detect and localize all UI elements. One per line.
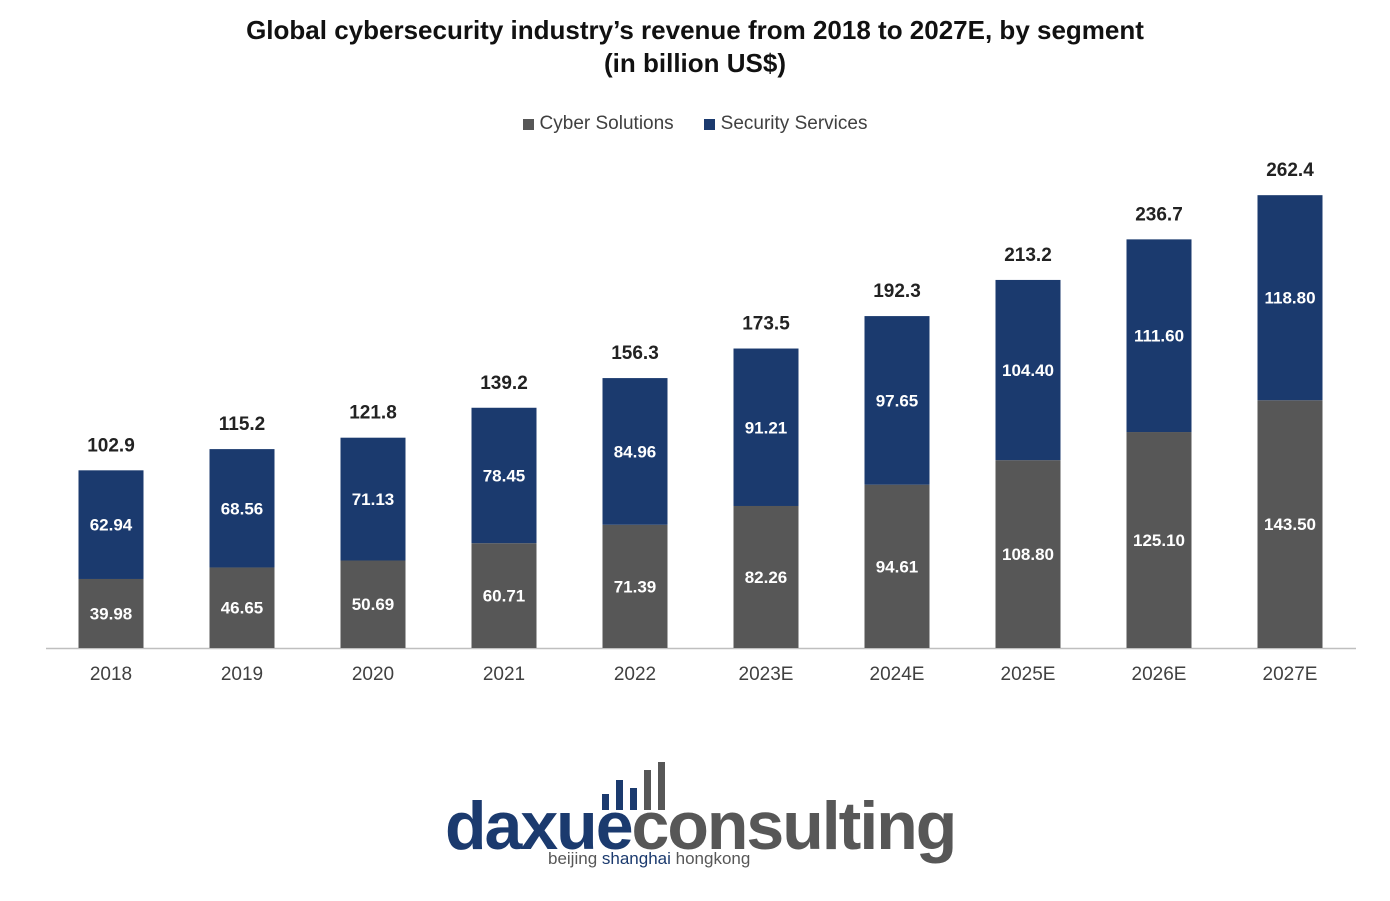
total-label-2019: 115.2 — [219, 414, 266, 435]
data-label-security-services-2025E: 104.40 — [1002, 361, 1054, 380]
bar-security-services-2026E — [1126, 239, 1192, 433]
total-label-2023E: 173.5 — [742, 314, 790, 335]
data-label-cyber-solutions-2022: 71.39 — [614, 577, 657, 596]
total-label-2025E: 213.2 — [1004, 245, 1052, 266]
chart-title-line-1: Global cybersecurity industry’s revenue … — [246, 15, 1144, 45]
legend-swatch-cyber-solutions — [522, 118, 534, 130]
bar-cyber-solutions-2025E — [995, 460, 1061, 648]
x-tick-label-2019: 2019 — [221, 664, 263, 685]
bar-cyber-solutions-2022 — [602, 524, 668, 648]
logo-tagline: beijing shanghai hongkong — [548, 849, 750, 869]
bar-security-services-2018 — [78, 470, 144, 579]
logo-bars-icon — [602, 760, 672, 810]
x-tick-label-2023E: 2023E — [739, 664, 794, 685]
total-label-2018: 102.9 — [87, 435, 135, 456]
total-label-2022: 156.3 — [611, 343, 659, 364]
x-tick-label-2018: 2018 — [90, 664, 132, 685]
bar-security-services-2022 — [602, 378, 668, 525]
data-label-security-services-2026E: 111.60 — [1134, 327, 1184, 346]
bar-cyber-solutions-2020 — [340, 560, 406, 648]
x-tick-label-2025E: 2025E — [1001, 664, 1056, 685]
bar-security-services-2019 — [209, 449, 275, 568]
x-tick-label-2026E: 2026E — [1132, 664, 1187, 685]
total-label-2021: 139.2 — [480, 373, 528, 394]
data-label-security-services-2021: 78.45 — [483, 466, 526, 485]
logo-text-daxue: daxue — [445, 788, 634, 864]
bar-cyber-solutions-2023E — [733, 505, 799, 648]
x-tick-label-2021: 2021 — [483, 664, 525, 685]
data-label-cyber-solutions-2020: 50.69 — [352, 595, 395, 614]
data-label-cyber-solutions-2018: 39.98 — [90, 604, 133, 623]
chart-title-line-2: (in billion US$) — [604, 48, 786, 78]
x-tick-label-2024E: 2024E — [870, 664, 925, 685]
data-label-cyber-solutions-2025E: 108.80 — [1002, 545, 1054, 564]
bar-cyber-solutions-2026E — [1126, 432, 1192, 648]
x-tick-label-2027E: 2027E — [1263, 664, 1318, 685]
bar-security-services-2021 — [471, 407, 537, 544]
x-tick-label-2020: 2020 — [352, 664, 394, 685]
data-label-cyber-solutions-2027E: 143.50 — [1264, 515, 1316, 534]
data-label-security-services-2027E: 118.80 — [1264, 289, 1315, 308]
tagline-beijing: beijing — [548, 849, 598, 868]
bar-cyber-solutions-2021 — [471, 543, 537, 648]
legend-swatch-security-services — [703, 118, 715, 130]
data-label-security-services-2020: 71.13 — [352, 490, 395, 509]
data-label-cyber-solutions-2019: 46.65 — [221, 599, 264, 618]
bar-cyber-solutions-2027E — [1257, 400, 1323, 648]
bar-security-services-2023E — [733, 348, 799, 506]
tagline-shanghai: shanghai — [601, 849, 671, 868]
bar-cyber-solutions-2024E — [864, 484, 930, 648]
stacked-bar-chart: 39.98 62.94 102.9 2018 46.65 68.56 115.2 2019 50… — [46, 160, 1356, 685]
total-label-2026E: 236.7 — [1135, 204, 1183, 225]
total-label-2027E: 262.4 — [1266, 160, 1314, 181]
chart-title: Global cybersecurity industry’s revenue … — [0, 14, 1390, 80]
legend-item-cyber-solutions: Cyber Solutions — [522, 113, 674, 135]
total-label-2020: 121.8 — [349, 403, 397, 424]
bar-cyber-solutions-2019 — [209, 567, 275, 648]
tagline-hongkong: hongkong — [675, 849, 751, 868]
logo-wordmark: daxueconsulting — [445, 786, 958, 866]
bar-security-services-2024E — [864, 316, 930, 485]
logo-text-consulting: consulting — [631, 788, 958, 864]
bar-security-services-2020 — [340, 437, 406, 561]
bar-cyber-solutions-2018 — [78, 578, 144, 648]
data-label-security-services-2019: 68.56 — [221, 499, 264, 518]
legend-label-security-services: Security Services — [720, 113, 868, 134]
daxue-consulting-logo: daxueconsulting beijing shanghai hongkon… — [440, 760, 960, 880]
bar-security-services-2025E — [995, 279, 1061, 461]
bar-security-services-2027E — [1257, 195, 1323, 401]
data-label-cyber-solutions-2024E: 94.61 — [876, 557, 919, 576]
legend-item-security-services: Security Services — [703, 113, 868, 135]
data-label-cyber-solutions-2023E: 82.26 — [745, 568, 788, 587]
x-tick-label-2022: 2022 — [614, 664, 656, 685]
data-label-security-services-2018: 62.94 — [90, 516, 133, 535]
data-label-security-services-2024E: 97.65 — [876, 391, 919, 410]
legend: Cyber Solutions Security Services — [0, 113, 1390, 135]
total-label-2024E: 192.3 — [873, 281, 921, 302]
legend-label-cyber-solutions: Cyber Solutions — [539, 113, 674, 134]
data-label-cyber-solutions-2026E: 125.10 — [1133, 531, 1185, 550]
data-label-security-services-2022: 84.96 — [614, 442, 657, 461]
data-label-security-services-2023E: 91.21 — [745, 418, 788, 437]
data-label-cyber-solutions-2021: 60.71 — [483, 587, 526, 606]
